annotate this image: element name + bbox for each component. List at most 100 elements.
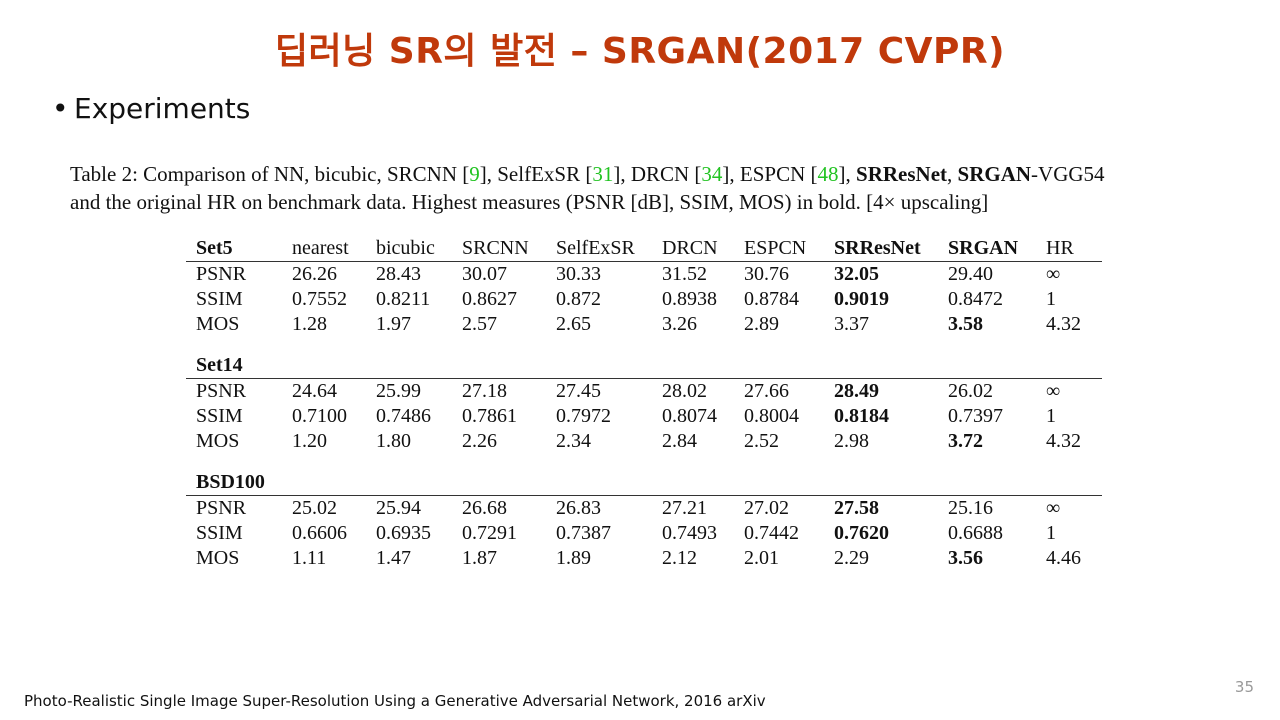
table-cell: 28.43: [366, 261, 452, 287]
bullet-item: • Experiments: [52, 92, 250, 125]
table-cell: 0.6935: [376, 522, 431, 544]
caption-text: ], DRCN [: [613, 162, 702, 186]
column-header: SRCNN: [462, 237, 529, 259]
table-cell: 27.18: [452, 378, 546, 404]
metric-label: PSNR: [186, 495, 282, 521]
table-cell: 27.58: [824, 495, 938, 521]
table-row: PSNR 26.26 28.43 30.07 30.33 31.52 30.76 32.05 2…: [186, 261, 1102, 287]
table-cell: 3.72: [948, 430, 983, 452]
table-row: SSIM 0.6606 0.6935 0.7291 0.7387 0.7493 0.7442…: [186, 521, 1102, 546]
citation-link[interactable]: 48: [817, 162, 839, 186]
table-cell: 2.57: [462, 313, 497, 335]
metric-label: PSNR: [186, 261, 282, 287]
table-cell: 27.66: [734, 378, 824, 404]
table-cell: 25.02: [282, 495, 366, 521]
table-cell: ∞: [1036, 495, 1102, 521]
column-header: DRCN: [662, 237, 718, 259]
footer-citation: Photo-Realistic Single Image Super-Resol…: [24, 692, 766, 710]
table-cell: 1.97: [376, 313, 411, 335]
table-cell: 25.16: [938, 495, 1036, 521]
section-name: Set5: [196, 237, 233, 259]
table-cell: 28.02: [652, 378, 734, 404]
table-cell: ∞: [1036, 261, 1102, 287]
slide-title: 딥러닝 SR의 발전 – SRGAN(2017 CVPR): [274, 31, 1006, 72]
metric-label: SSIM: [196, 405, 243, 427]
table-cell: 28.49: [824, 378, 938, 404]
caption-bold-text: SRResNet: [856, 162, 948, 186]
table-cell: 26.68: [452, 495, 546, 521]
caption-text: Table 2: Comparison of NN, bicubic, SRCN…: [70, 162, 470, 186]
table-cell: 0.6606: [292, 522, 347, 544]
caption-bold-text: SRGAN: [957, 162, 1032, 186]
table-cell: 1.80: [376, 430, 411, 452]
table-cell: 0.8784: [744, 288, 799, 310]
table-cell: 30.07: [452, 261, 546, 287]
table-cell: 4.46: [1046, 547, 1081, 569]
table-cell: 3.58: [948, 313, 983, 335]
table-cell: 2.89: [744, 313, 779, 335]
caption-text: ], ESPCN [: [722, 162, 818, 186]
column-header: bicubic: [376, 237, 435, 259]
caption-text: -VGG54: [1031, 162, 1105, 186]
table-cell: 1: [1046, 522, 1056, 544]
table-cell: 32.05: [824, 261, 938, 287]
table-cell: 0.8184: [834, 405, 889, 427]
page-number: 35: [1234, 678, 1254, 696]
table-row: MOS 1.11 1.47 1.87 1.89 2.12 2.01 2.29 3.56 4.46: [186, 546, 1102, 571]
table-cell: 3.56: [948, 547, 983, 569]
table-cell: 4.32: [1046, 430, 1081, 452]
table-cell: 24.64: [282, 378, 366, 404]
table-caption: Table 2: Comparison of NN, bicubic, SRCN…: [70, 160, 1230, 216]
citation-link[interactable]: 34: [701, 162, 723, 186]
table-cell: 2.34: [556, 430, 591, 452]
table-cell: 0.872: [556, 288, 601, 310]
metric-label: MOS: [196, 547, 240, 569]
table-cell: 0.7397: [948, 405, 1003, 427]
table-cell: 2.01: [744, 547, 779, 569]
table-cell: 0.7552: [292, 288, 347, 310]
table-cell: 0.8472: [948, 288, 1003, 310]
metric-label: MOS: [196, 313, 240, 335]
table-cell: 0.7486: [376, 405, 431, 427]
table-row: PSNR 25.02 25.94 26.68 26.83 27.21 27.02 27.58 2…: [186, 495, 1102, 521]
table-cell: ∞: [1036, 378, 1102, 404]
table-cell: 0.8627: [462, 288, 517, 310]
table-cell: 2.98: [834, 430, 869, 452]
table-row: SSIM 0.7100 0.7486 0.7861 0.7972 0.8074 0.8004…: [186, 404, 1102, 429]
caption-text: ],: [838, 162, 857, 186]
column-header: SelfExSR: [556, 237, 635, 259]
table-cell: 1.89: [556, 547, 591, 569]
table-cell: 2.65: [556, 313, 591, 335]
table-section-header: Set14: [186, 353, 1102, 379]
caption-line-2: and the original HR on benchmark data. H…: [70, 190, 989, 214]
citation-link[interactable]: 31: [592, 162, 614, 186]
table-cell: 0.8074: [662, 405, 717, 427]
table-cell: 1.20: [292, 430, 327, 452]
table-cell: 31.52: [652, 261, 734, 287]
table-cell: 1.28: [292, 313, 327, 335]
table-cell: 25.94: [366, 495, 452, 521]
metric-label: PSNR: [186, 378, 282, 404]
table-cell: 0.7100: [292, 405, 347, 427]
caption-text: ,: [947, 162, 958, 186]
table-row: MOS 1.20 1.80 2.26 2.34 2.84 2.52 2.98 3.72 4.32: [186, 429, 1102, 454]
table-cell: 0.7972: [556, 405, 611, 427]
table-cell: 27.02: [734, 495, 824, 521]
table-cell: 29.40: [938, 261, 1036, 287]
results-table: Set5 nearest bicubic SRCNN SelfExSR DRCN ESPCN…: [186, 236, 1102, 571]
column-header: ESPCN: [744, 237, 807, 259]
metric-label: MOS: [196, 430, 240, 452]
section-name: Set14: [196, 354, 243, 376]
citation-link[interactable]: 9: [469, 162, 480, 186]
table-cell: 27.21: [652, 495, 734, 521]
column-header: HR: [1046, 237, 1074, 259]
table-cell: 1: [1046, 288, 1056, 310]
table-cell: 26.02: [938, 378, 1036, 404]
table-cell: 0.8938: [662, 288, 717, 310]
metric-label: SSIM: [196, 288, 243, 310]
table-section-header: Set5 nearest bicubic SRCNN SelfExSR DRCN ESPCN…: [186, 236, 1102, 262]
table-cell: 26.83: [546, 495, 652, 521]
table-cell: 0.7291: [462, 522, 517, 544]
table-cell: 25.99: [366, 378, 452, 404]
table-cell: 1.11: [292, 547, 327, 569]
